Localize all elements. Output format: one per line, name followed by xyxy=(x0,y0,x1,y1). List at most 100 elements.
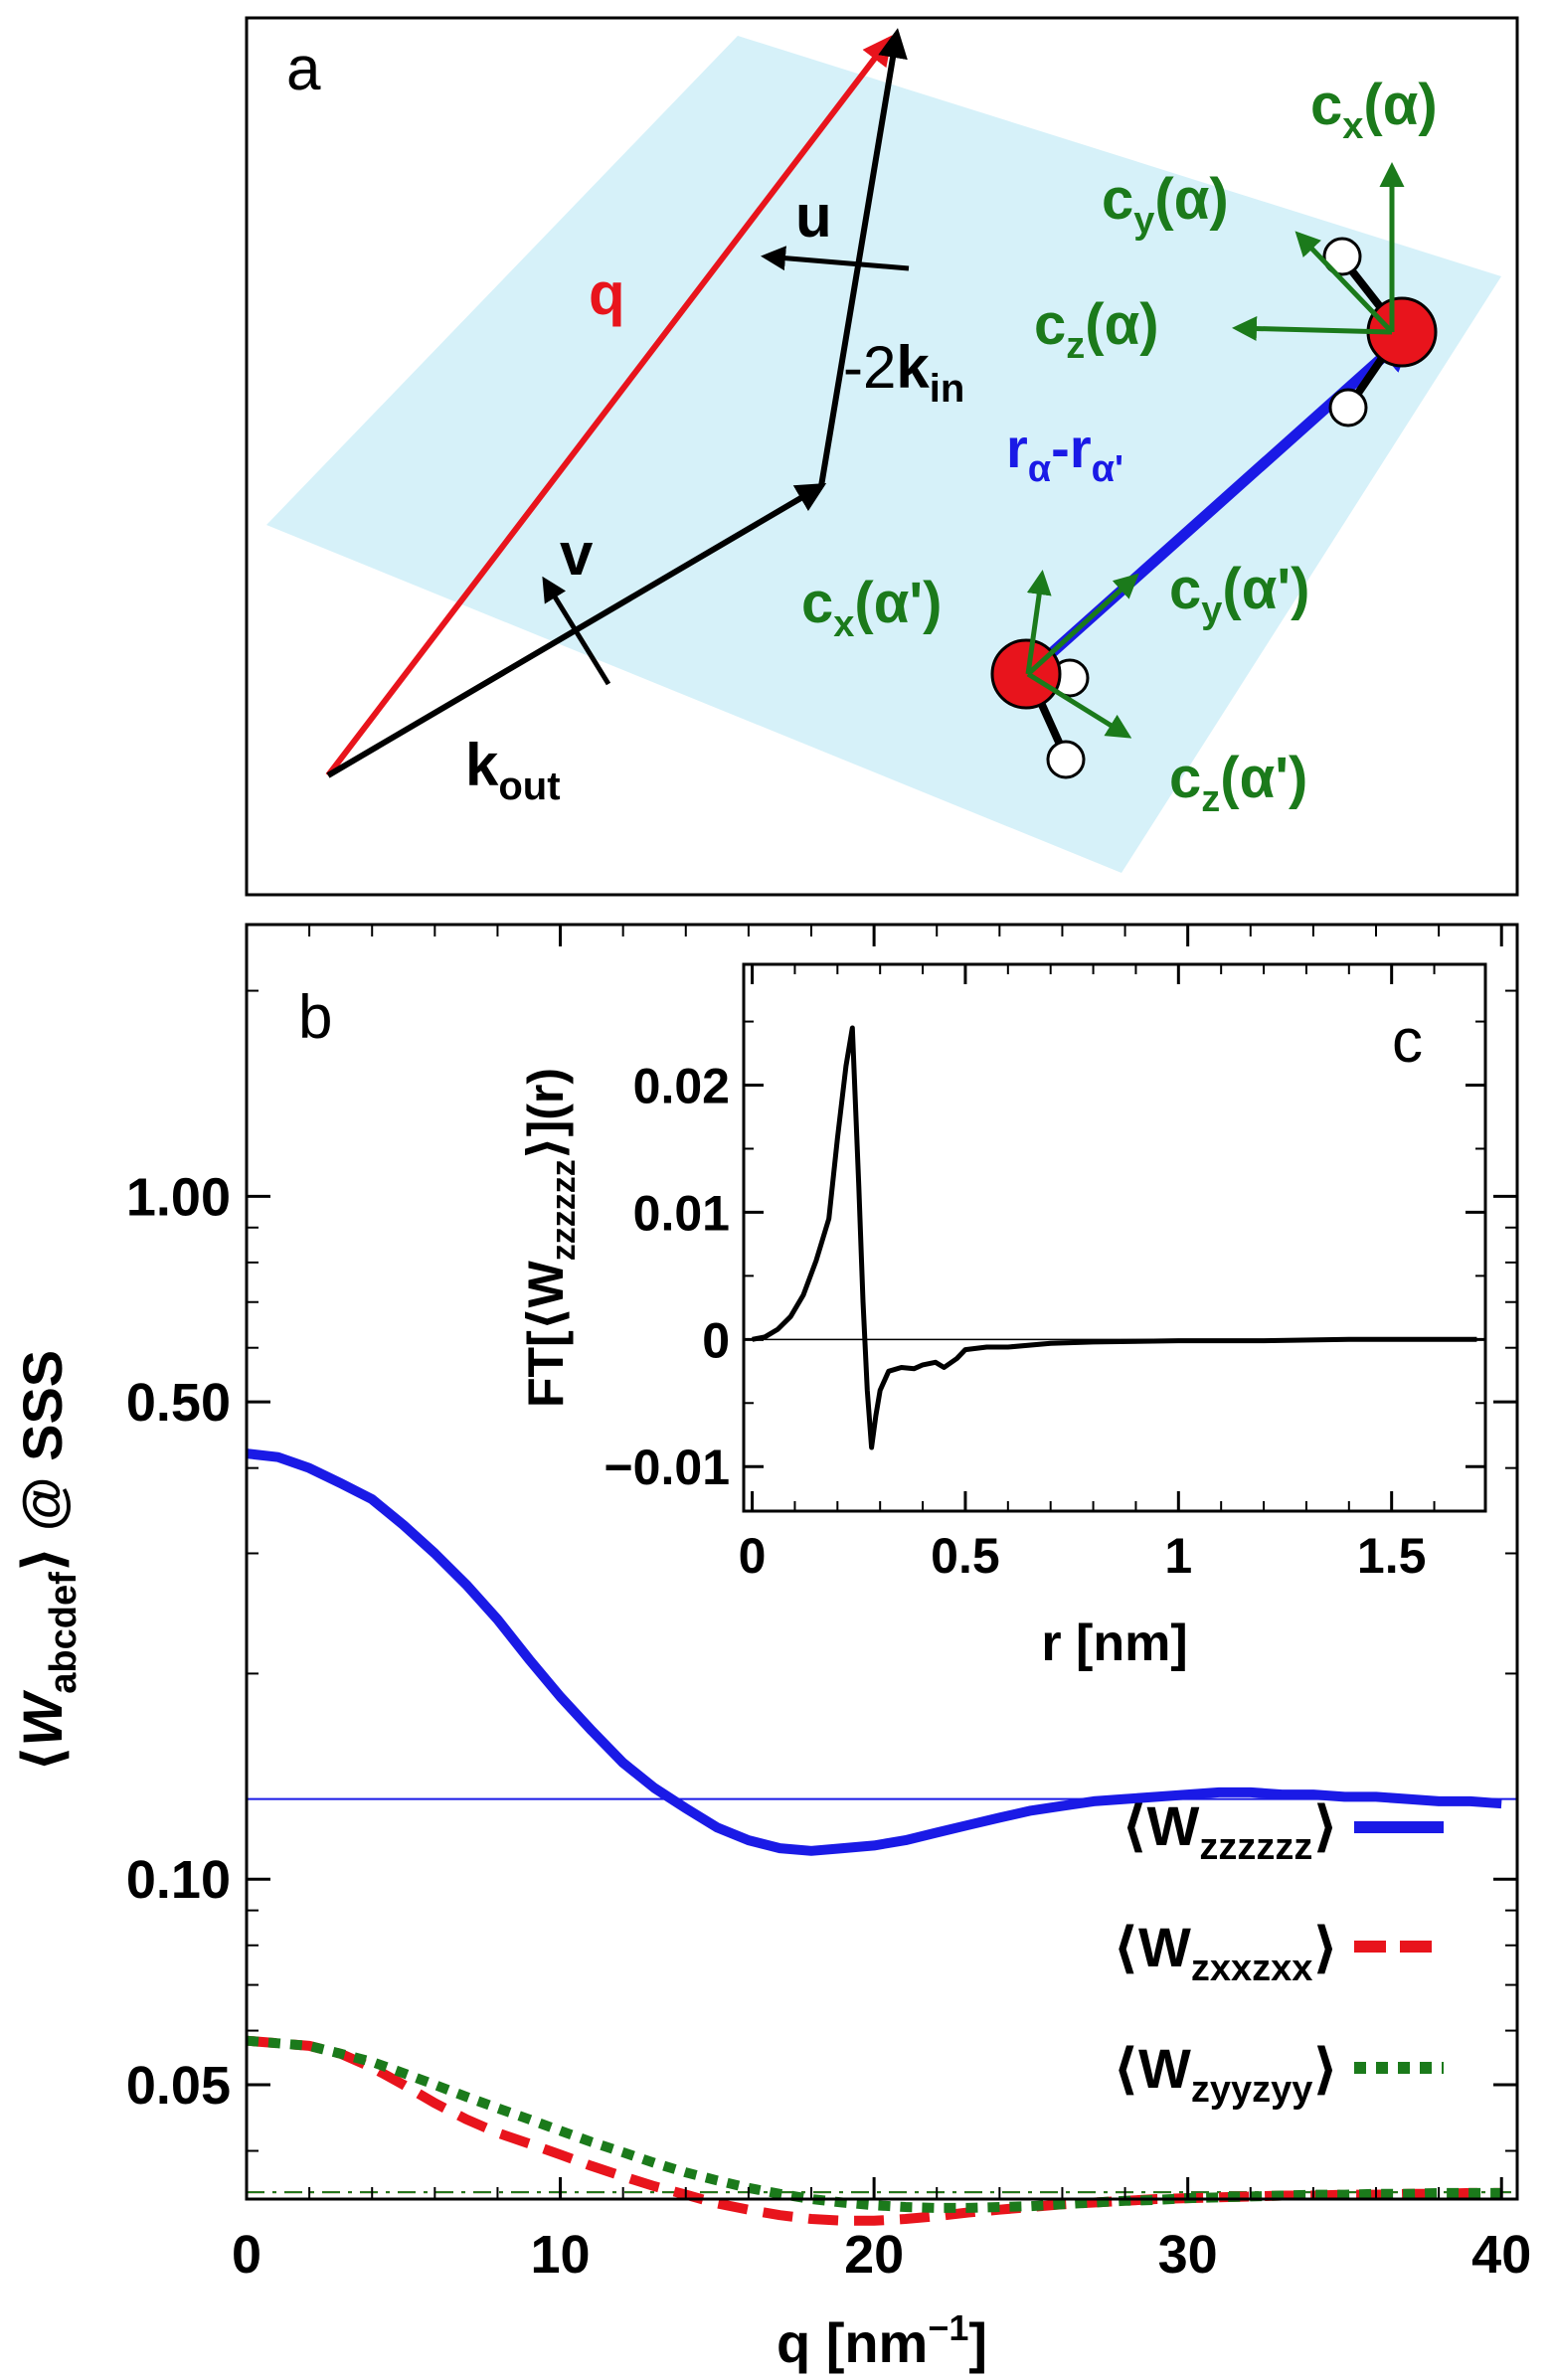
y-tick-label: 0.10 xyxy=(126,1850,231,1910)
cy-alphaprime-arrow xyxy=(1026,573,1139,676)
panel-a-frame xyxy=(245,16,1519,897)
cy-alpha-label: cy(α) xyxy=(1102,167,1229,242)
v-vector-arrow xyxy=(542,576,611,686)
x-tick-label: 20 xyxy=(844,2225,904,2285)
cx-alpha-arg: (α) xyxy=(1363,73,1437,137)
water-molecule-alpha xyxy=(1232,162,1438,427)
legend-zyyzyy-sub: zyyzyy xyxy=(1191,2069,1313,2111)
cx-alphaprime-sub: x xyxy=(833,603,854,645)
panel-c-ylabel-sub: zzzzzz xyxy=(545,1159,583,1261)
panel-b-label: b xyxy=(298,983,332,1052)
cz-alphaprime-sub: z xyxy=(1201,778,1220,820)
x-tick-label: 0 xyxy=(232,2225,261,2285)
legend-zyyzyy-pre: ⟨W xyxy=(1113,2037,1191,2100)
hydrogen-atom-alpha-1 xyxy=(1322,237,1362,276)
v-label: v xyxy=(560,521,594,588)
legend-zxxzxx-sub: zxxzxx xyxy=(1191,1948,1313,1989)
cz-alphaprime-arrow xyxy=(1026,671,1132,739)
y-tick-label: 0.05 xyxy=(126,2056,231,2116)
legend-zzzzzz-post: ⟩ xyxy=(1312,1794,1338,1857)
panel-b-reference-lines xyxy=(247,1797,1517,2194)
legend-zzzzzz-pre: ⟨W xyxy=(1122,1794,1200,1857)
oxygen-atom-alphaprime xyxy=(990,638,1062,710)
cy-alpha-arg: (α) xyxy=(1154,167,1228,232)
water-molecule-alpha-prime xyxy=(990,570,1139,779)
kin-label: k xyxy=(896,334,930,401)
u-vector-arrow xyxy=(761,246,910,271)
panel-b-ylabel-sub: abcdef xyxy=(43,1572,85,1694)
panel-b-legend: ⟨Wzzzzzz⟩ ⟨Wzxxzxx⟩ ⟨Wzyyzyy⟩ xyxy=(1113,1794,1444,2111)
legend-zzzzzz-sub: zzzzzz xyxy=(1199,1826,1312,1868)
cy-alpha-sub: y xyxy=(1133,200,1154,242)
r-alpha-letter: r xyxy=(1006,417,1028,479)
panel-b-ylabel-w: W xyxy=(11,1690,74,1747)
q-label: q xyxy=(589,260,625,327)
kout-subscript: out xyxy=(498,765,560,808)
legend-zxxzxx-pre: ⟨W xyxy=(1113,1916,1191,1978)
panel-b-series xyxy=(246,1448,1502,2226)
panel-b-xlabel-sup: −1 xyxy=(928,2307,968,2348)
cz-alphaprime-arg: (α') xyxy=(1220,746,1307,810)
panel-b-y-axis-label: ⟨Wabcdef⟩ @ SSS xyxy=(11,1350,85,1772)
kout-letter: k xyxy=(465,732,499,798)
panel-c-ylabel-post: ⟩](r) xyxy=(518,1068,574,1159)
legend-label-zxxzxx: ⟨Wzxxzxx⟩ xyxy=(1113,1916,1338,1989)
panel-b-xlabel-main: q [nm xyxy=(776,2311,928,2374)
neg2-label: -2 xyxy=(843,334,896,401)
cy-alphaprime-sub: y xyxy=(1201,590,1222,631)
kin-subscript: in xyxy=(930,367,965,411)
x-tick-label: 10 xyxy=(531,2225,591,2285)
cy-alpha-letter: c xyxy=(1102,167,1133,232)
cx-alphaprime-arrow xyxy=(1025,570,1052,675)
x-tick-label: 40 xyxy=(1471,2225,1531,2285)
panel-b-frame xyxy=(245,923,1519,2201)
kout-label: kout xyxy=(465,732,561,808)
panel-a: a q u v -2kin kout rα-rα' cx(α) cy(α) cz… xyxy=(245,16,1519,897)
r-alphaprime-letter: r xyxy=(1070,417,1092,479)
cy-alphaprime-letter: c xyxy=(1169,557,1201,621)
inset-y-tick-label: −0.01 xyxy=(604,1440,730,1495)
r-alpha-subscript: α xyxy=(1028,448,1051,490)
cz-alpha-arg: (α) xyxy=(1085,292,1158,357)
r-minus: - xyxy=(1051,417,1070,479)
ft-curve xyxy=(752,1025,1477,1450)
panel-b-x-axis-label: q [nm−1] xyxy=(776,2307,987,2374)
cx-alpha-sub: x xyxy=(1342,105,1363,147)
legend-zyyzyy-post: ⟩ xyxy=(1312,2037,1338,2100)
u-label: u xyxy=(795,183,832,250)
panel-b-ticks: 0 10 20 30 400.050.100.501.00 xyxy=(126,925,1531,2285)
inset-x-tick-label: 0 xyxy=(739,1528,767,1584)
cy-alphaprime-label: cy(α') xyxy=(1169,557,1309,631)
panel-c-frame xyxy=(742,962,1487,1513)
y-tick-label: 0.50 xyxy=(126,1373,231,1433)
cz-alpha-letter: c xyxy=(1034,292,1066,357)
cx-alphaprime-arg: (α') xyxy=(854,571,942,635)
panel-a-label: a xyxy=(286,35,321,103)
cx-alpha-letter: c xyxy=(1310,73,1342,137)
cx-alphaprime-label: cx(α') xyxy=(801,571,942,645)
cx-alphaprime-letter: c xyxy=(801,571,833,635)
scattering-plane xyxy=(266,36,1501,873)
cy-alphaprime-arg: (α') xyxy=(1222,557,1309,621)
inset-x-tick-label: 0.5 xyxy=(931,1528,1000,1584)
q-vector-arrow xyxy=(325,35,893,777)
inset-x-tick-label: 1.5 xyxy=(1357,1528,1427,1584)
inset-y-tick-label: 0.02 xyxy=(633,1059,730,1114)
cx-alpha-label: cx(α) xyxy=(1310,73,1438,147)
panel-b-xlabel-end: ] xyxy=(968,2311,987,2374)
cy-alpha-arrow xyxy=(1294,231,1394,334)
inset-y-tick-label: 0.01 xyxy=(633,1185,730,1241)
cz-alpha-arrow xyxy=(1232,316,1393,342)
cz-alpha-sub: z xyxy=(1066,325,1085,367)
r-alphaprime-subscript: α' xyxy=(1092,448,1123,490)
legend-label-zzzzzz: ⟨Wzzzzzz⟩ xyxy=(1122,1794,1338,1868)
panel-b-ylabel-rest: ⟩ @ SSS xyxy=(11,1350,74,1572)
legend-label-zyyzyy: ⟨Wzyyzyy⟩ xyxy=(1113,2037,1338,2111)
hydrogen-atom-alphaprime-2 xyxy=(1046,740,1086,779)
neg2kin-vector-arrow xyxy=(818,28,908,487)
inset-y-tick-label: 0 xyxy=(702,1312,730,1368)
inset-x-tick-label: 1 xyxy=(1164,1528,1192,1584)
